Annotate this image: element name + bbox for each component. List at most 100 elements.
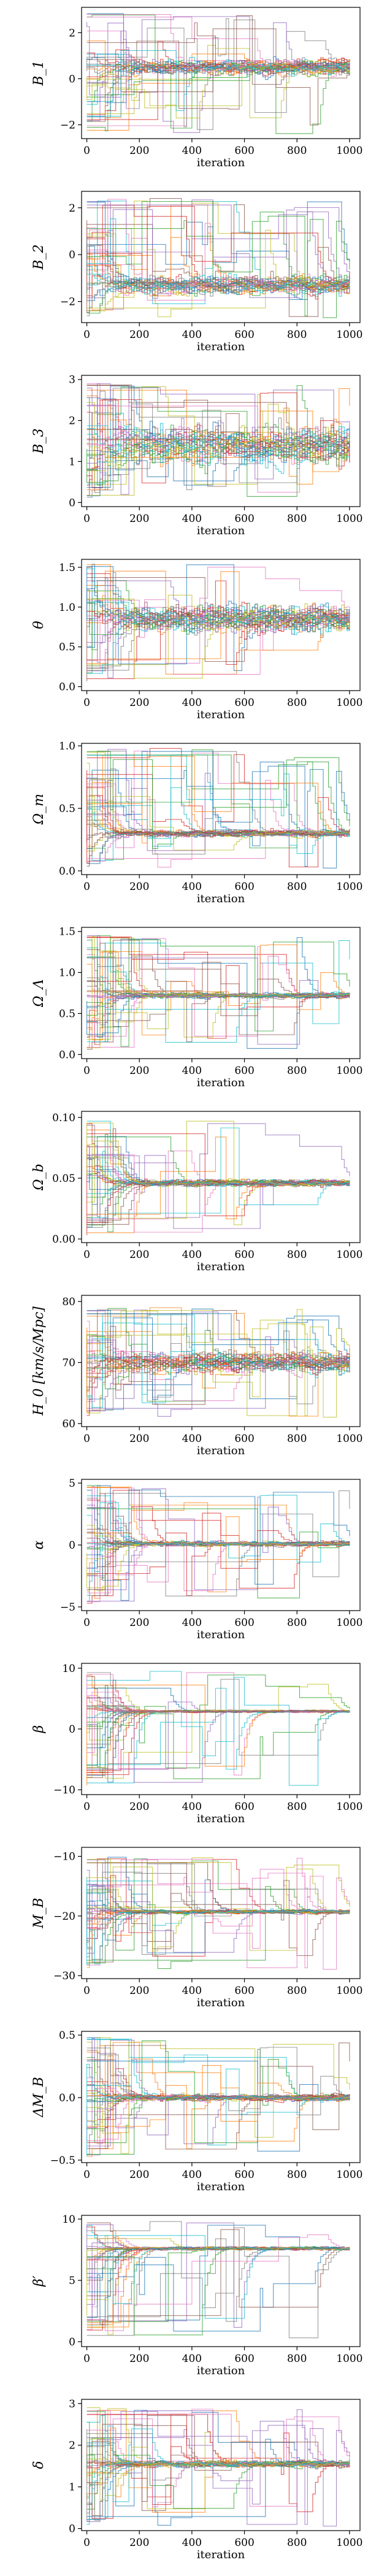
trace-lines	[86, 935, 350, 1050]
trace-lines	[86, 1307, 350, 1418]
x-tick-label: 800	[287, 329, 307, 341]
trace-line	[86, 1684, 350, 1779]
trace-line	[86, 2221, 350, 2339]
trace-line	[86, 218, 350, 295]
y-tick-label: 80	[62, 1296, 75, 1308]
y-tick-label: 60	[62, 1418, 75, 1430]
plot-frame	[81, 191, 361, 323]
x-tick-label: 200	[129, 697, 149, 709]
y-tick-label: −0.5	[50, 2155, 75, 2167]
x-tick-label: 1000	[336, 2169, 362, 2181]
trace-line	[86, 1671, 350, 1786]
trace-line	[86, 2084, 350, 2103]
trace-line	[86, 1909, 350, 1965]
trace-line	[86, 940, 350, 1050]
trace-panel-10: 0 200 400 600 800 1000 iteration −10 0 10 β	[31, 1663, 363, 1825]
y-tick-label: 0.5	[59, 803, 75, 815]
y-tick-label: 0.5	[59, 2030, 75, 2042]
x-tick-label: 0	[83, 1065, 90, 1077]
y-tick-label: 3	[69, 374, 75, 386]
x-tick-label: 600	[234, 513, 254, 525]
y-axis-label: Ω_b	[31, 1163, 47, 1190]
y-tick-label: 0	[69, 2336, 75, 2348]
trace-line	[86, 1508, 350, 1598]
x-tick-label: 800	[287, 881, 307, 893]
y-axis-label: δ	[31, 2461, 47, 2469]
x-tick-label: 600	[234, 1617, 254, 1629]
x-tick-label: 400	[182, 1065, 202, 1077]
x-tick-label: 800	[287, 2169, 307, 2181]
x-tick-label: 600	[234, 881, 254, 893]
trace-line	[86, 1308, 350, 1374]
x-tick-label: 0	[83, 1433, 90, 1445]
x-axis-label: iteration	[197, 892, 245, 905]
trace-panel-14: 0 200 400 600 800 1000 iteration 0 1 2 3 δ	[31, 2398, 363, 2561]
trace-line	[86, 2407, 350, 2501]
trace-line	[86, 1495, 350, 1546]
y-tick-label: 0.0	[59, 681, 75, 694]
x-axis-label: iteration	[197, 2180, 245, 2193]
trace-line	[86, 50, 350, 117]
trace-line	[86, 957, 350, 1045]
trace-line	[86, 1877, 350, 1914]
x-axis-label: iteration	[197, 1444, 245, 1457]
trace-line	[86, 2246, 350, 2304]
trace-lines	[86, 2407, 350, 2527]
trace-line	[86, 2060, 350, 2152]
y-axis-label: B_3	[31, 428, 47, 454]
x-tick-label: 0	[83, 1617, 90, 1629]
trace-lines	[86, 2037, 350, 2157]
x-tick-label: 800	[287, 1065, 307, 1077]
trace-line	[86, 940, 350, 1024]
y-tick-label: 0.05	[52, 1173, 75, 1185]
y-tick-label: 70	[62, 1357, 75, 1369]
x-tick-label: 200	[129, 1249, 149, 1261]
trace-line	[86, 45, 350, 118]
trace-line	[86, 1319, 350, 1410]
trace-panel-12: 0 200 400 600 800 1000 iteration −0.5 0.0 0.5 ΔM_B	[31, 2030, 363, 2193]
trace-lines	[86, 748, 350, 868]
x-axis-label: iteration	[197, 2548, 245, 2561]
trace-line	[86, 1310, 350, 1400]
trace-line	[86, 748, 350, 868]
x-axis-label: iteration	[197, 2364, 245, 2377]
trace-line	[86, 1327, 350, 1413]
trace-line	[86, 571, 350, 664]
y-tick-label: 0	[69, 2523, 75, 2536]
x-tick-label: 600	[234, 1985, 254, 1997]
plot-frame	[81, 1295, 361, 1427]
trace-panel-5: 0 200 400 600 800 1000 iteration 0.0 0.5 1.0 Ω_m	[31, 740, 363, 905]
trace-line	[86, 201, 350, 318]
trace-line	[86, 1308, 350, 1363]
trace-panel-7: 0 200 400 600 800 1000 iteration 0.00 0.05 0.10 Ω_…	[31, 1111, 363, 1273]
trace-line	[86, 2064, 350, 2156]
x-tick-label: 800	[287, 1985, 307, 1997]
trace-line	[86, 2047, 350, 2101]
trace-line	[86, 61, 350, 118]
trace-line	[86, 1321, 350, 1401]
x-axis-label: iteration	[197, 1628, 245, 1641]
trace-lines	[86, 383, 350, 498]
trace-line	[86, 1322, 350, 1408]
trace-line	[86, 749, 350, 827]
trace-line	[86, 751, 350, 849]
trace-line	[86, 1123, 350, 1218]
trace-line	[86, 754, 350, 854]
plot-frame	[81, 2215, 361, 2347]
plot-frame	[81, 743, 361, 875]
y-tick-label: 2	[69, 202, 75, 215]
trace-line	[86, 1350, 350, 1414]
x-tick-label: 800	[287, 1617, 307, 1629]
x-axis-label: iteration	[197, 708, 245, 721]
x-tick-label: 600	[234, 1065, 254, 1077]
plot-frame	[81, 559, 361, 691]
x-tick-label: 200	[129, 2353, 149, 2365]
trace-line	[86, 939, 350, 1047]
x-tick-label: 0	[83, 1985, 90, 1997]
trace-line	[86, 1862, 350, 1957]
trace-line	[86, 388, 350, 498]
x-tick-label: 400	[182, 881, 202, 893]
trace-line	[86, 423, 350, 469]
